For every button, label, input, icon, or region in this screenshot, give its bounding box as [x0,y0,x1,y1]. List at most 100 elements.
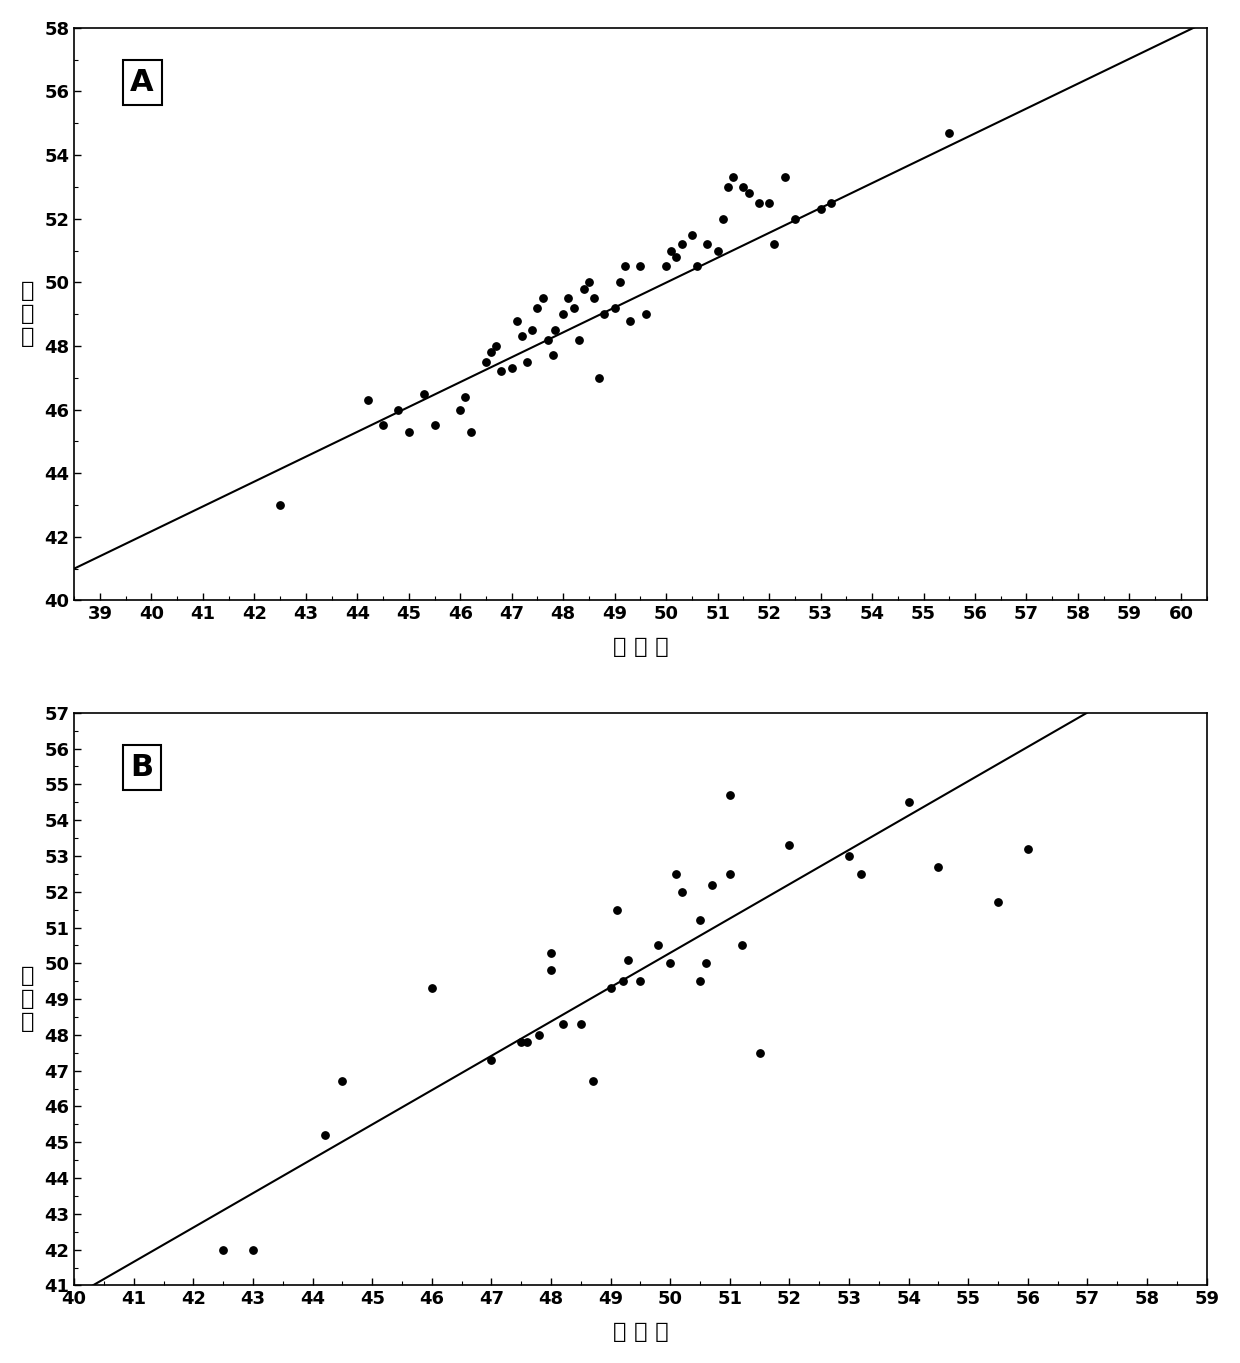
Point [213,1239,233,1261]
Point [541,942,560,964]
Point [546,319,565,341]
Point [697,233,717,255]
Point [630,255,650,277]
Point [422,977,441,999]
Point [775,166,795,188]
Point [553,1013,573,1035]
Point [606,898,626,920]
Point [541,960,560,981]
Point [661,240,681,262]
Point [1018,838,1038,860]
Point [533,288,553,309]
Point [682,224,702,245]
Point [529,1024,549,1045]
Point [649,935,668,957]
Point [759,192,779,214]
Point [687,255,707,277]
Point [594,303,614,324]
Point [785,207,805,229]
Point [399,421,419,443]
Point [502,357,522,379]
Point [357,388,377,410]
Point [672,880,692,902]
Point [450,398,470,420]
Point [388,398,408,420]
Point [636,303,656,324]
Point [940,121,960,143]
Point [583,1070,603,1092]
Point [750,1041,770,1063]
Text: B: B [130,752,154,782]
Point [517,350,537,372]
Point [579,271,599,293]
Point [613,970,632,992]
Text: A: A [130,68,154,97]
Point [455,386,475,408]
Point [732,935,751,957]
Point [460,421,480,443]
Point [512,326,532,348]
Point [656,255,676,277]
Point [476,350,496,372]
Point [929,856,949,878]
Point [696,953,715,975]
Point [988,891,1008,913]
Point [373,414,393,436]
Y-axis label: 预
测
値: 预 测 値 [21,281,35,348]
Point [666,863,686,885]
Point [630,970,650,992]
Point [414,383,434,405]
Point [491,360,511,382]
Point [570,1013,590,1035]
Point [720,863,740,885]
Point [543,345,563,367]
Point [486,335,506,357]
Point [481,341,501,363]
Point [691,970,711,992]
Point [538,328,558,350]
Point [517,1032,537,1054]
Point [589,367,609,388]
Point [507,309,527,331]
Point [811,198,831,219]
Point [270,495,290,517]
Point [564,297,584,319]
Point [522,319,542,341]
Point [610,271,630,293]
Point [839,845,859,867]
Point [899,792,919,814]
Point [243,1239,263,1261]
Point [851,863,870,885]
Point [691,909,711,931]
Point [558,288,578,309]
X-axis label: 参 考 値: 参 考 値 [613,637,668,657]
Point [733,176,753,198]
Point [672,233,692,255]
Point [574,278,594,300]
Point [749,192,769,214]
Point [615,255,635,277]
Point [584,288,604,309]
Point [600,977,620,999]
X-axis label: 参 考 値: 参 考 値 [613,1322,668,1343]
Point [619,949,639,970]
Point [667,245,687,267]
Point [424,414,444,436]
Point [315,1124,335,1146]
Point [764,233,784,255]
Point [718,176,738,198]
Point [780,834,800,856]
Point [553,303,573,324]
Point [723,166,743,188]
Point [821,192,841,214]
Point [332,1070,352,1092]
Point [620,309,640,331]
Point [739,183,759,204]
Y-axis label: 预
测
値: 预 测 値 [21,966,35,1032]
Point [702,874,722,895]
Point [720,784,740,806]
Point [569,328,589,350]
Point [527,297,547,319]
Point [511,1032,531,1054]
Point [481,1050,501,1071]
